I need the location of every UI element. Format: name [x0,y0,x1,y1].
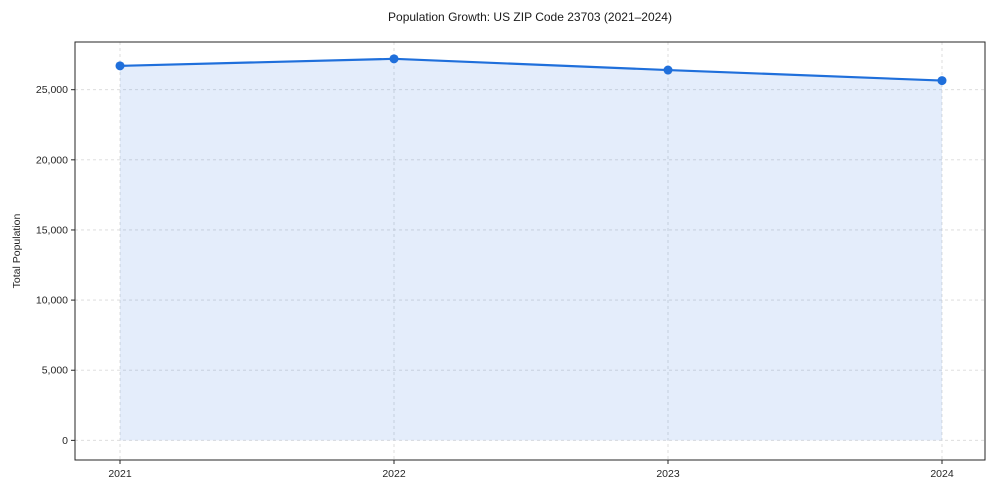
x-tick-label: 2022 [382,468,406,480]
y-tick-label: 5,000 [42,365,68,377]
data-point [937,76,947,86]
y-tick-label: 15,000 [36,224,68,236]
data-point [389,54,399,64]
area-fill [120,58,942,441]
y-tick-label: 25,000 [36,84,68,96]
y-axis-label: Total Population [11,213,23,289]
chart-title: Population Growth: US ZIP Code 23703 (20… [388,10,672,24]
x-tick-label: 2021 [108,468,132,480]
data-line [118,57,944,82]
x-tick-label: 2024 [930,468,954,480]
plot-border [74,41,986,461]
data-point [115,61,125,71]
y-tick-label: 20,000 [36,154,68,166]
data-point [663,65,673,75]
y-tick-label: 10,000 [36,295,68,307]
y-tick-label: 0 [62,435,68,447]
x-tick-label: 2023 [656,468,680,480]
